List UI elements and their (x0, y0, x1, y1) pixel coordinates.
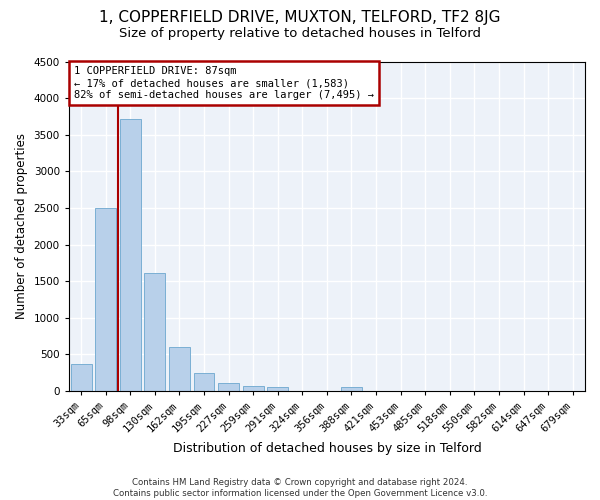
Bar (120, 118, 141, 391)
Bar (145, 273, 166, 391)
Bar (243, 386, 263, 391)
Bar (71, 364, 92, 391)
Text: Contains HM Land Registry data © Crown copyright and database right 2024.
Contai: Contains HM Land Registry data © Crown c… (113, 478, 487, 498)
Text: 1, COPPERFIELD DRIVE, MUXTON, TELFORD, TF2 8JG: 1, COPPERFIELD DRIVE, MUXTON, TELFORD, T… (99, 10, 501, 25)
X-axis label: Distribution of detached houses by size in Telford: Distribution of detached houses by size … (173, 442, 481, 455)
Bar (268, 388, 288, 391)
Y-axis label: Number of detached properties: Number of detached properties (15, 134, 28, 320)
Bar (169, 347, 190, 391)
Text: 1 COPPERFIELD DRIVE: 87sqm
← 17% of detached houses are smaller (1,583)
82% of s: 1 COPPERFIELD DRIVE: 87sqm ← 17% of deta… (74, 66, 374, 100)
Bar (194, 373, 214, 391)
Bar (341, 386, 362, 391)
Bar (95, 208, 116, 391)
Bar (218, 383, 239, 391)
Text: Size of property relative to detached houses in Telford: Size of property relative to detached ho… (119, 28, 481, 40)
